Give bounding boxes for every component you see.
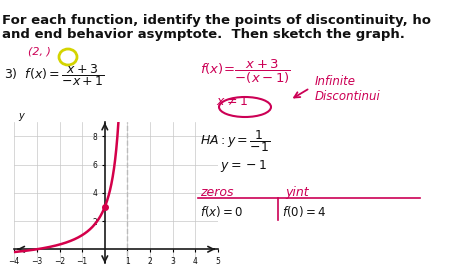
Text: Discontinui: Discontinui bbox=[315, 90, 381, 103]
Text: y: y bbox=[18, 111, 24, 121]
Text: zeros: zeros bbox=[200, 186, 234, 199]
Text: $f(x)=0$: $f(x)=0$ bbox=[200, 204, 243, 219]
Text: yint: yint bbox=[285, 186, 309, 199]
Text: $y = -1$: $y = -1$ bbox=[220, 158, 267, 174]
Text: For each function, identify the points of discontinuity, ho: For each function, identify the points o… bbox=[2, 14, 431, 27]
Text: $f(x)\!=\!\dfrac{x+3}{-(x-1)}$: $f(x)\!=\!\dfrac{x+3}{-(x-1)}$ bbox=[200, 58, 291, 86]
Text: $x \neq 1$: $x \neq 1$ bbox=[216, 95, 248, 108]
Text: 3)  $f(x) = \dfrac{x + 3}{-x + 1}$: 3) $f(x) = \dfrac{x + 3}{-x + 1}$ bbox=[4, 62, 105, 88]
Text: and end behavior asymptote.  Then sketch the graph.: and end behavior asymptote. Then sketch … bbox=[2, 28, 405, 41]
Text: Infinite: Infinite bbox=[315, 75, 356, 88]
Text: (2, ): (2, ) bbox=[28, 46, 51, 56]
Text: $HA: y = \dfrac{1}{-1}$: $HA: y = \dfrac{1}{-1}$ bbox=[200, 128, 270, 154]
Text: $f(0) = 4$: $f(0) = 4$ bbox=[282, 204, 326, 219]
